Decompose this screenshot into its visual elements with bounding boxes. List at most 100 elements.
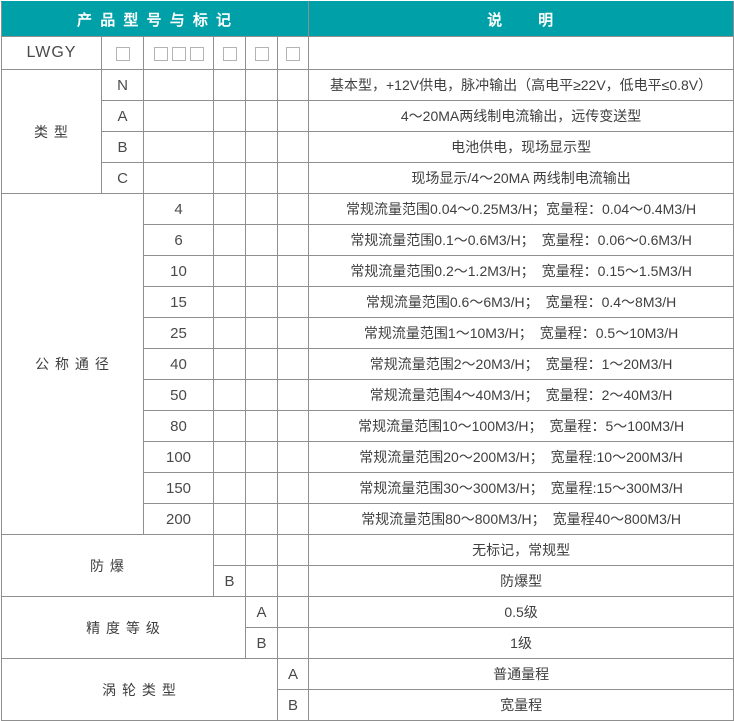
empty-cell	[213, 162, 246, 194]
diameter-row: 公 称 通 径 4 常规流量范围0.04～0.25M3/H；宽量程：0.04～0…	[1, 193, 734, 535]
diameter-code: 15	[143, 286, 214, 318]
diameter-desc: 常规流量范围1～10M3/H； 宽量程：0.5～10M3/H	[308, 317, 734, 349]
type-row: B 电池供电，现场显示型	[2, 131, 734, 163]
empty-cell	[245, 100, 278, 132]
type-row: 类 型 N 基本型，+12V供电，脉冲输出（高电平≥22V，低电平≤0.8V）	[1, 69, 734, 194]
empty-cell	[213, 224, 246, 256]
type-desc: 现场显示/4～20MA 两线制电流输出	[308, 162, 734, 194]
diameter-code: 6	[143, 224, 214, 256]
diameter-desc: 常规流量范围80～800M3/H； 宽量程40～800M3/H	[308, 503, 734, 535]
empty-cell	[276, 224, 310, 256]
diameter-desc: 常规流量范围10～100M3/H； 宽量程：5～100M3/H	[308, 410, 734, 442]
empty-cell	[276, 69, 310, 101]
empty-cell	[245, 131, 278, 163]
accuracy-row: B 1级	[2, 627, 734, 659]
empty-cell	[213, 472, 246, 504]
model-digit-box	[189, 47, 204, 62]
empty-cell	[213, 100, 246, 132]
diameter-desc: 常规流量范围0.1～0.6M3/H； 宽量程：0.06～0.6M3/H	[308, 224, 734, 256]
empty-cell	[245, 410, 278, 442]
empty-cell	[276, 317, 310, 349]
empty-cell	[213, 348, 246, 380]
model-box-group-explosion	[213, 36, 246, 70]
empty-cell	[213, 503, 246, 535]
model-box-group-turbine	[276, 36, 310, 70]
empty-cell	[245, 193, 278, 225]
empty-cell	[245, 379, 278, 411]
type-code: C	[101, 162, 144, 194]
turbine-code: B	[276, 689, 310, 721]
empty-cell	[276, 596, 310, 628]
type-section-label: 类 型	[1, 69, 102, 194]
empty-cell	[245, 162, 278, 194]
accuracy-section-label: 精 度 等 级	[1, 596, 246, 659]
explosion-section-label: 防 爆	[1, 534, 214, 597]
empty-cell	[276, 131, 310, 163]
diameter-desc: 常规流量范围30～300M3/H； 宽量程:15～300M3/H	[308, 472, 734, 504]
diameter-code: 4	[143, 193, 214, 225]
empty-cell	[213, 410, 246, 442]
turbine-desc: 宽量程	[308, 689, 734, 721]
model-box-group-type	[101, 36, 144, 70]
empty-cell	[276, 255, 310, 287]
model-digit-box	[171, 47, 186, 62]
diameter-code: 10	[143, 255, 214, 287]
diameter-desc: 常规流量范围4～40M3/H； 宽量程：2～40M3/H	[308, 379, 734, 411]
empty-cell	[276, 472, 310, 504]
diameter-code: 200	[143, 503, 214, 535]
empty-cell	[213, 379, 246, 411]
empty-cell	[245, 441, 278, 473]
header-product-model: 产 品 型 号 与 标 记	[0, 1, 310, 37]
diameter-code: 80	[143, 410, 214, 442]
model-box-group-diameter	[143, 36, 214, 70]
model-code-row: LWGY	[1, 36, 734, 70]
diameter-code: 25	[143, 317, 214, 349]
turbine-section-label: 涡 轮 类 型	[1, 658, 278, 721]
header-description: 说 明	[308, 1, 734, 37]
empty-cell	[276, 503, 310, 535]
diameter-desc: 常规流量范围0.04～0.25M3/H；宽量程：0.04～0.4M3/H	[308, 193, 734, 225]
explosion-code: B	[213, 565, 246, 597]
empty-cell	[245, 565, 278, 597]
empty-cell	[245, 534, 278, 566]
diameter-section-label: 公 称 通 径	[1, 193, 144, 535]
diameter-code: 150	[143, 472, 214, 504]
type-desc: 4～20MA两线制电流输出，远传变送型	[308, 100, 734, 132]
empty-cell	[143, 100, 214, 132]
model-digit-box	[115, 47, 130, 62]
empty-cell	[213, 131, 246, 163]
empty-cell	[276, 534, 310, 566]
diameter-row: 10 常规流量范围0.2～1.2M3/H； 宽量程：0.15～1.5M3/H	[2, 255, 734, 287]
accuracy-code: B	[245, 627, 278, 659]
diameter-desc: 常规流量范围0.2～1.2M3/H； 宽量程：0.15～1.5M3/H	[308, 255, 734, 287]
empty-cell	[213, 193, 246, 225]
empty-cell	[213, 255, 246, 287]
empty-cell	[245, 255, 278, 287]
type-code: A	[101, 100, 144, 132]
diameter-code: 40	[143, 348, 214, 380]
diameter-code: 50	[143, 379, 214, 411]
accuracy-code: A	[245, 596, 278, 628]
accuracy-desc: 1级	[308, 627, 734, 659]
model-digit-box	[286, 47, 301, 62]
diameter-row: 15 常规流量范围0.6～6M3/H； 宽量程：0.4～8M3/H	[2, 286, 734, 318]
type-desc: 基本型，+12V供电，脉冲输出（高电平≥22V，低电平≤0.8V）	[308, 69, 734, 101]
model-digit-box	[254, 47, 269, 62]
empty-cell	[213, 441, 246, 473]
empty-cell	[276, 627, 310, 659]
empty-cell	[276, 348, 310, 380]
diameter-row: 40 常规流量范围2～20M3/H； 宽量程：1～20M3/H	[2, 348, 734, 380]
model-row-description	[308, 36, 734, 70]
empty-cell	[276, 286, 310, 318]
empty-cell	[245, 317, 278, 349]
model-digit-box	[222, 47, 237, 62]
turbine-code: A	[276, 658, 310, 690]
empty-cell	[276, 193, 310, 225]
empty-cell	[276, 379, 310, 411]
empty-cell	[245, 348, 278, 380]
empty-cell	[245, 503, 278, 535]
empty-cell	[245, 472, 278, 504]
empty-cell	[143, 131, 214, 163]
diameter-desc: 常规流量范围20～200M3/H； 宽量程:10～200M3/H	[308, 441, 734, 473]
